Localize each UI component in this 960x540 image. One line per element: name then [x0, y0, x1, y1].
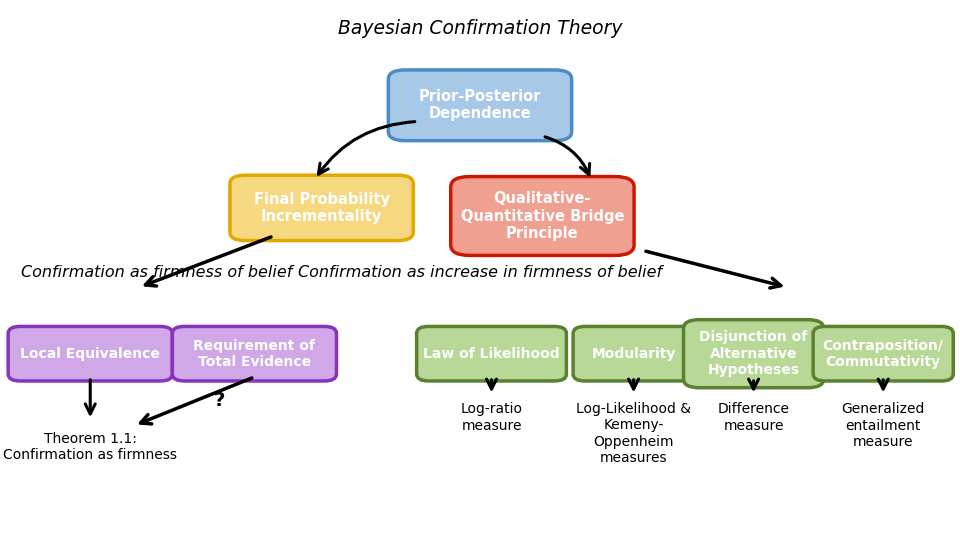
Text: Requirement of
Total Evidence: Requirement of Total Evidence: [194, 339, 315, 369]
FancyBboxPatch shape: [684, 320, 824, 388]
Text: Qualitative-
Quantitative Bridge
Principle: Qualitative- Quantitative Bridge Princip…: [461, 191, 624, 241]
FancyBboxPatch shape: [173, 326, 336, 381]
Text: Confirmation as firmness of belief: Confirmation as firmness of belief: [21, 265, 293, 280]
Text: Final Probability
Incrementality: Final Probability Incrementality: [253, 192, 390, 224]
Text: Confirmation as increase in firmness of belief: Confirmation as increase in firmness of …: [298, 265, 662, 280]
FancyBboxPatch shape: [573, 326, 694, 381]
Text: Generalized
entailment
measure: Generalized entailment measure: [842, 402, 924, 449]
FancyBboxPatch shape: [417, 326, 566, 381]
Text: Law of Likelihood: Law of Likelihood: [423, 347, 560, 361]
FancyBboxPatch shape: [388, 70, 571, 140]
FancyBboxPatch shape: [450, 177, 634, 255]
Text: Disjunction of
Alternative
Hypotheses: Disjunction of Alternative Hypotheses: [700, 330, 807, 377]
Text: Modularity: Modularity: [591, 347, 676, 361]
Text: ?: ?: [213, 391, 225, 410]
FancyBboxPatch shape: [8, 326, 173, 381]
Text: Prior-Posterior
Dependence: Prior-Posterior Dependence: [419, 89, 541, 122]
Text: Log-ratio
measure: Log-ratio measure: [461, 402, 522, 433]
Text: Contraposition/
Commutativity: Contraposition/ Commutativity: [823, 339, 944, 369]
Text: Local Equivalence: Local Equivalence: [20, 347, 160, 361]
Text: Bayesian Confirmation Theory: Bayesian Confirmation Theory: [338, 19, 622, 38]
Text: Theorem 1.1:
Confirmation as firmness: Theorem 1.1: Confirmation as firmness: [3, 432, 178, 462]
Text: Difference
measure: Difference measure: [718, 402, 789, 433]
FancyBboxPatch shape: [813, 326, 953, 381]
Text: Log-Likelihood &
Kemeny-
Oppenheim
measures: Log-Likelihood & Kemeny- Oppenheim measu…: [576, 402, 691, 465]
FancyBboxPatch shape: [230, 175, 413, 241]
